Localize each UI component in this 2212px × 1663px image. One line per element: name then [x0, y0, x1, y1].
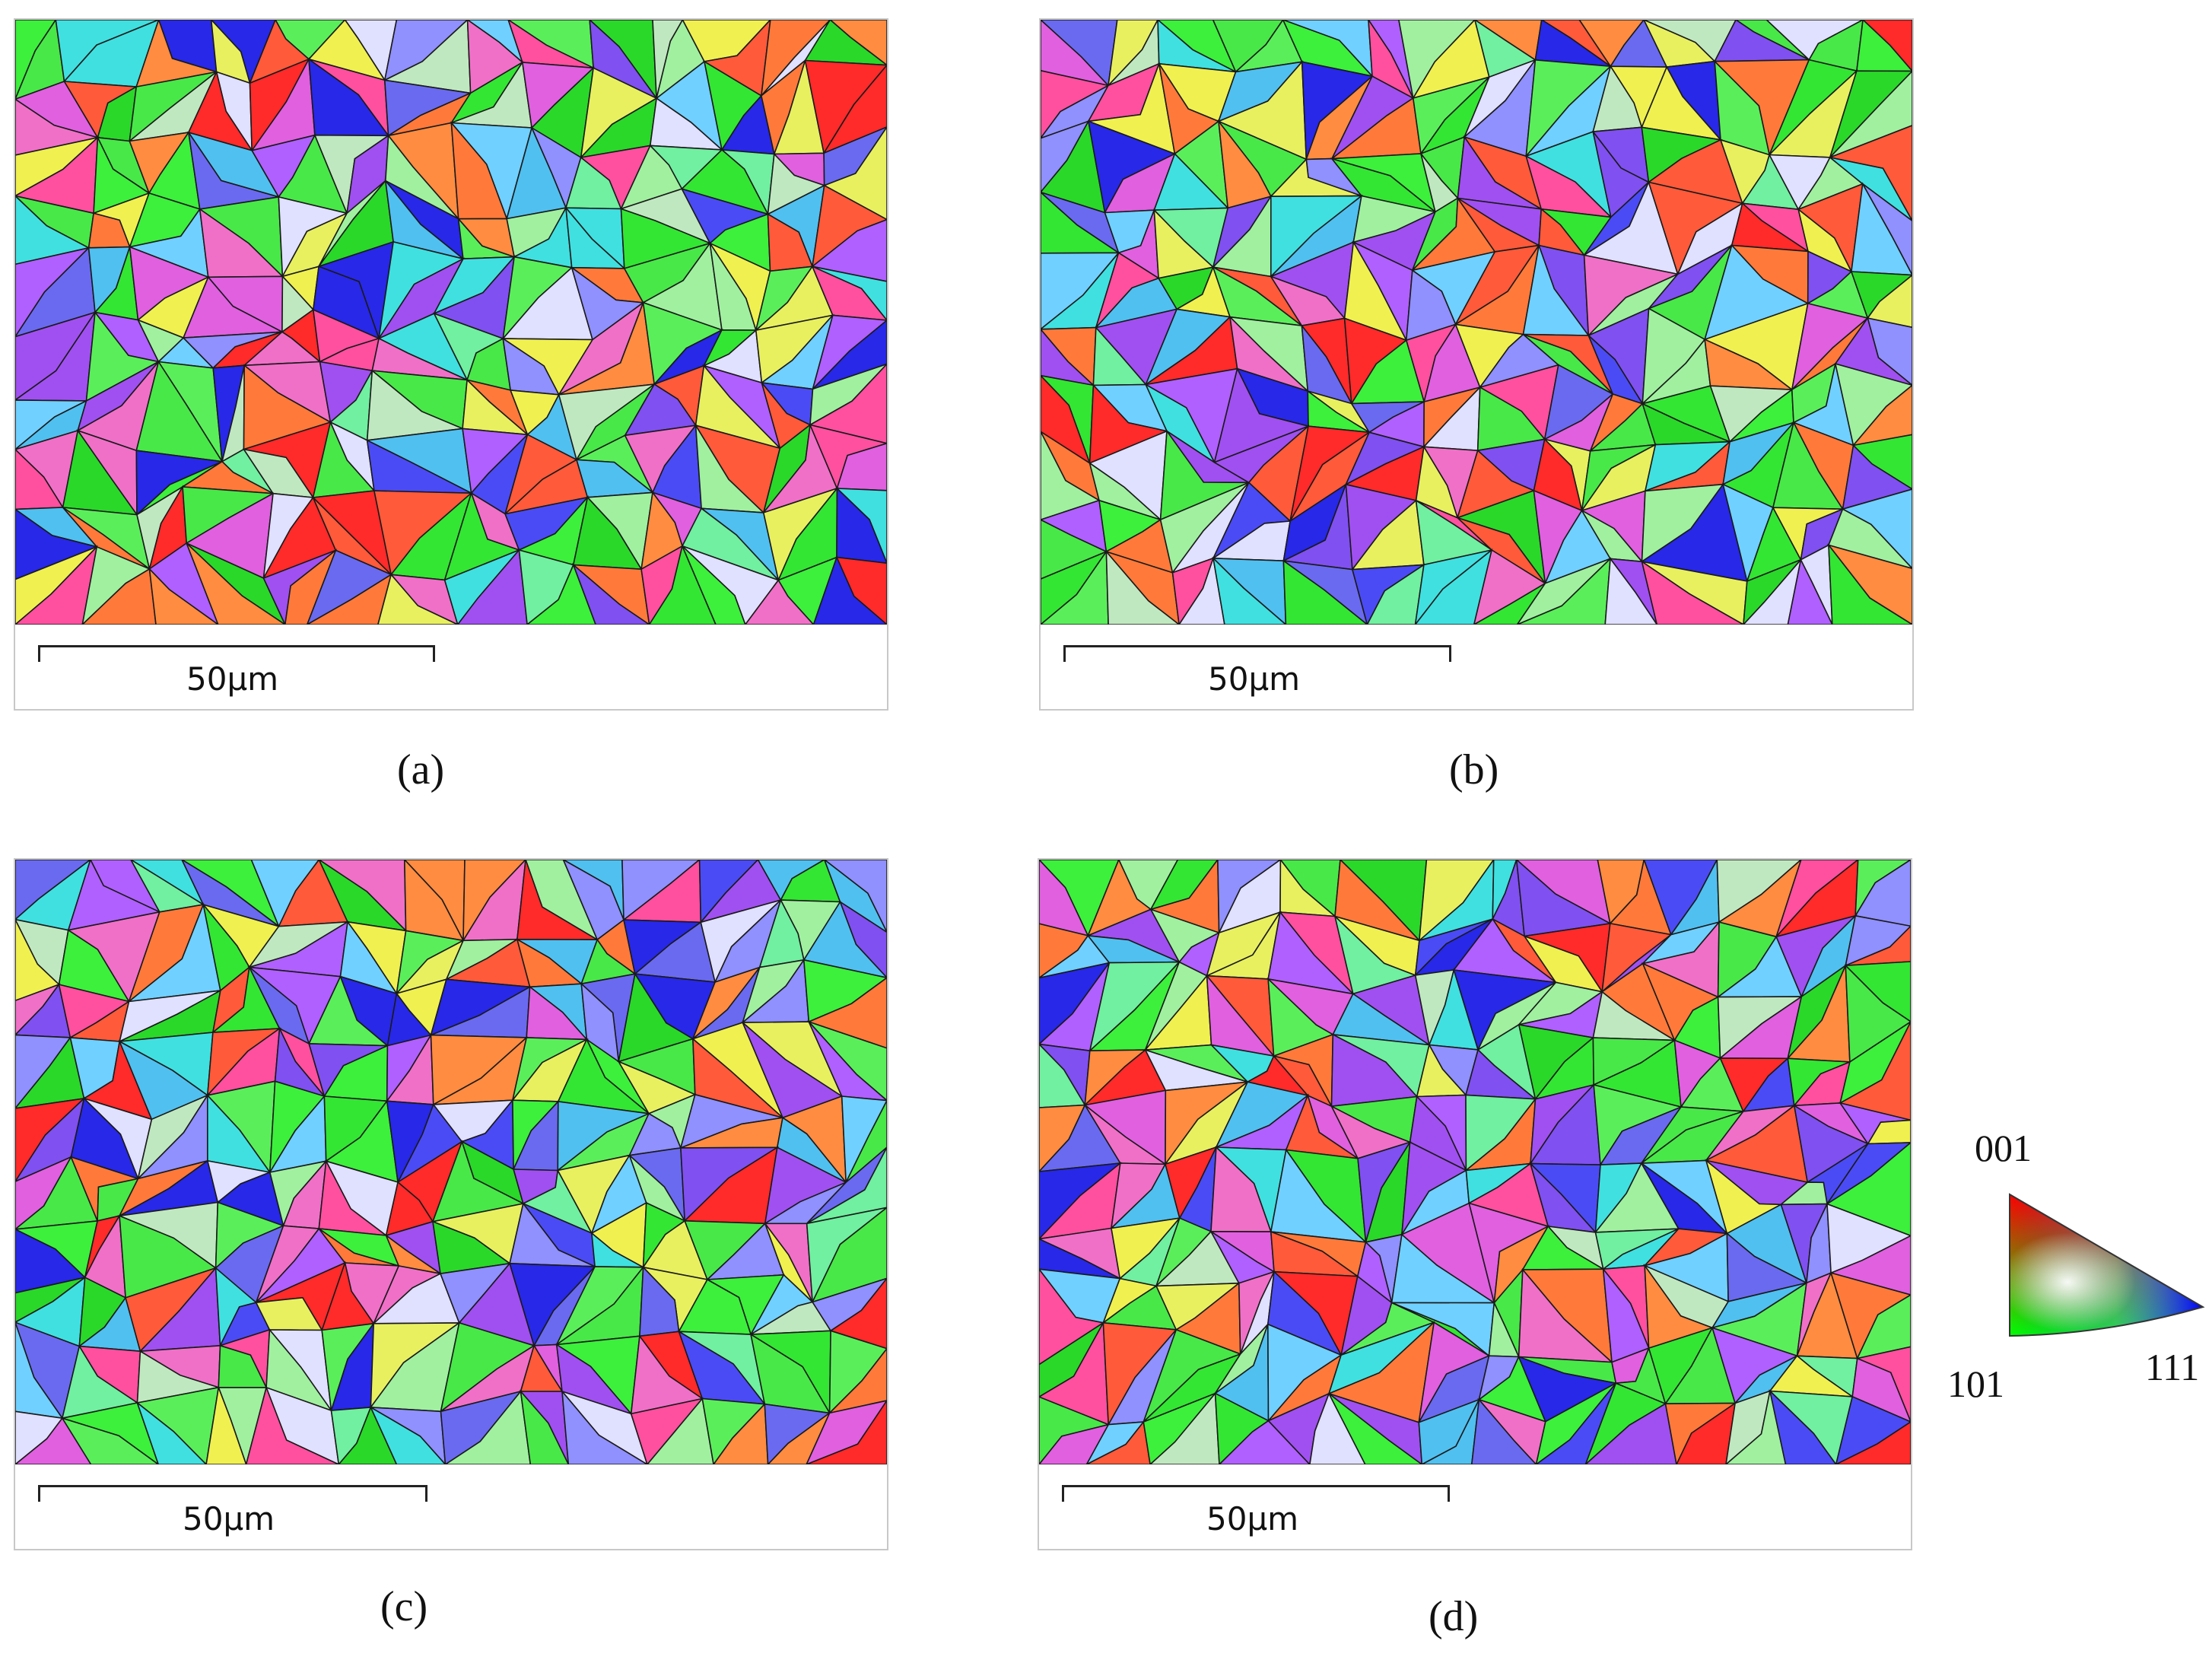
grain	[1827, 508, 1912, 570]
ipf-label-101: 101	[1947, 1363, 2004, 1405]
ebsd-panel-d: 50μm	[1038, 858, 1912, 1550]
scale-bar-label: 50μm	[186, 660, 279, 698]
grain	[804, 20, 887, 66]
grain	[836, 487, 887, 564]
grain	[1641, 560, 1745, 625]
grain	[802, 900, 887, 979]
ipf-label-001: 001	[1975, 1127, 2032, 1169]
grain	[1834, 316, 1912, 386]
grain	[1855, 20, 1912, 72]
grain	[1835, 1421, 1911, 1464]
grain	[1787, 558, 1833, 625]
grain	[682, 545, 746, 625]
grain-orientation-map-b	[1041, 20, 1912, 625]
grain	[1328, 1393, 1423, 1464]
scale-bar	[1063, 645, 1451, 662]
scale-bar	[38, 1485, 427, 1502]
grain-orientation-map-d	[1039, 860, 1911, 1464]
grain	[205, 1385, 247, 1464]
scale-bar	[38, 645, 435, 662]
grain	[377, 573, 459, 625]
panel-caption-a: (a)	[397, 746, 445, 793]
ipf-legend: 001 101 111	[1947, 1126, 2206, 1461]
grain	[1604, 557, 1658, 625]
ipf-label-111: 111	[2145, 1346, 2200, 1388]
panel-caption-d: (d)	[1429, 1593, 1479, 1640]
grain	[1212, 556, 1287, 625]
grain	[811, 265, 887, 321]
grain	[1828, 543, 1912, 625]
grain	[812, 555, 887, 625]
grain	[61, 1417, 160, 1464]
scale-bar	[1062, 1485, 1450, 1502]
grain	[186, 542, 287, 625]
grain	[744, 579, 815, 625]
grain	[245, 1385, 339, 1464]
grain	[520, 1389, 570, 1464]
grain	[1842, 444, 1912, 510]
grain	[806, 1399, 887, 1464]
grain	[1105, 549, 1181, 625]
grain	[808, 1021, 887, 1102]
grain-orientation-map-c	[15, 860, 887, 1464]
grain	[571, 562, 651, 625]
ebsd-panel-a: 50μm	[14, 18, 888, 711]
scale-bar-label: 50μm	[183, 1500, 275, 1537]
grain	[1769, 1389, 1837, 1464]
grain	[1851, 1357, 1911, 1423]
grain	[561, 1389, 649, 1464]
panel-caption-c: (c)	[380, 1583, 428, 1630]
grain	[135, 1401, 208, 1464]
grain	[1850, 182, 1912, 276]
grain	[1470, 1397, 1537, 1464]
panel-caption-b: (b)	[1449, 746, 1499, 793]
grain	[823, 860, 887, 933]
ebsd-panel-b: 50μm	[1039, 18, 1914, 711]
grain-orientation-map-a	[15, 20, 887, 625]
scale-bar-label: 50μm	[1208, 660, 1301, 698]
ipf-triangle	[2009, 1193, 2205, 1337]
ebsd-panel-c: 50μm	[14, 858, 888, 1550]
grain	[1282, 559, 1368, 625]
grain	[369, 1405, 447, 1464]
scale-bar-label: 50μm	[1206, 1500, 1299, 1537]
grain	[1845, 964, 1911, 1064]
grain	[148, 567, 220, 625]
